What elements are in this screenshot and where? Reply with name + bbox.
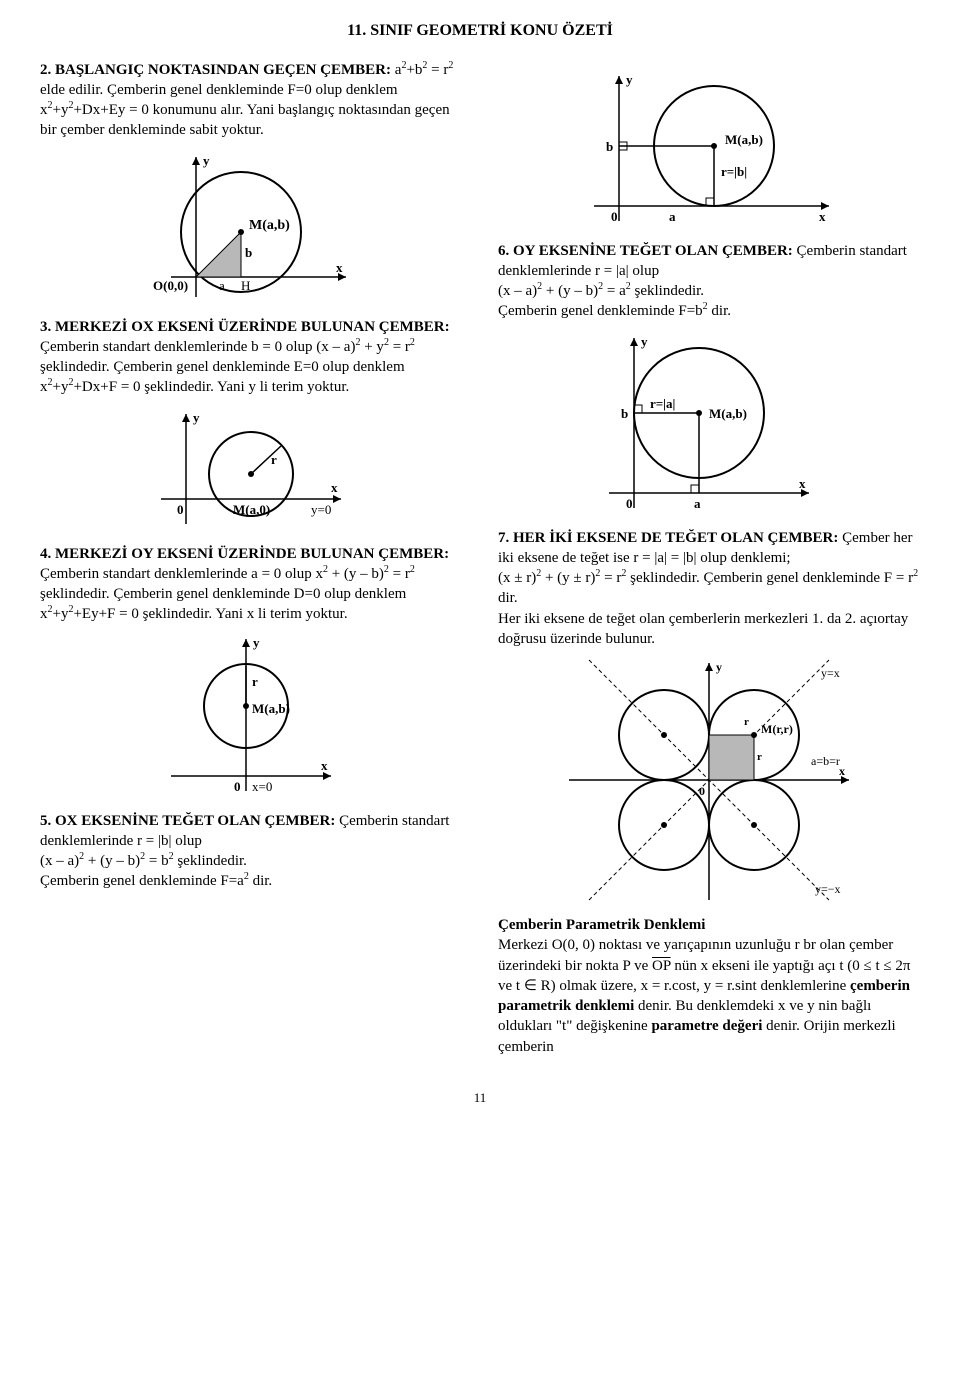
section-2: 2. BAŞLANGIÇ NOKTASINDAN GEÇEN ÇEMBER: a…: [40, 60, 462, 141]
svg-text:M(r,r): M(r,r): [761, 722, 793, 736]
item-head: HER İKİ EKSENE DE TEĞET OLAN ÇEMBER:: [513, 530, 838, 546]
svg-text:y=x: y=x: [821, 666, 840, 680]
text: (x ± r)2 + (y ± r)2 = r2 şeklindedir. Çe…: [498, 570, 918, 606]
svg-text:y: y: [193, 410, 200, 425]
svg-text:b: b: [245, 245, 252, 260]
svg-text:M(a,b): M(a,b): [249, 218, 290, 233]
text: (x – a)2 + (y – b)2 = a2 şeklindedir.: [498, 283, 704, 299]
item-head: BAŞLANGIÇ NOKTASINDAN GEÇEN ÇEMBER:: [55, 62, 391, 78]
page-number: 11: [40, 1089, 920, 1107]
svg-text:r: r: [757, 751, 762, 763]
left-column: 2. BAŞLANGIÇ NOKTASINDAN GEÇEN ÇEMBER: a…: [40, 60, 462, 1061]
svg-text:a: a: [219, 278, 225, 293]
svg-text:x: x: [336, 260, 343, 275]
figure-origin-circle: M(a,b) b O(0,0) a H x y: [141, 147, 361, 307]
text: Her iki eksene de teğet olan çemberlerin…: [498, 611, 908, 647]
page-title: 11. SINIF GEOMETRİ KONU ÖZETİ: [40, 20, 920, 42]
svg-text:y: y: [626, 72, 633, 87]
svg-text:b: b: [621, 406, 628, 421]
svg-text:y=−x: y=−x: [815, 882, 841, 896]
svg-text:y: y: [716, 660, 722, 674]
svg-text:r: r: [271, 452, 277, 467]
figure-oy-center: r M(a,b) 0 x x=0 y: [156, 631, 346, 801]
svg-text:x: x: [321, 758, 328, 773]
svg-text:r=|b|: r=|b|: [721, 164, 747, 179]
text: Çemberin genel denkleminde F=b2 dir.: [498, 303, 731, 319]
svg-text:x: x: [839, 764, 845, 778]
svg-text:0: 0: [611, 209, 618, 224]
item-number: 5.: [40, 813, 51, 829]
svg-text:0: 0: [699, 784, 705, 798]
svg-text:M(a,b): M(a,b): [709, 406, 747, 421]
svg-text:M(a,b): M(a,b): [725, 132, 763, 147]
svg-text:a: a: [669, 209, 676, 224]
item-number: 2.: [40, 62, 51, 78]
svg-text:r: r: [744, 716, 749, 728]
section-4: 4. MERKEZİ OY EKSENİ ÜZERİNDE BULUNAN ÇE…: [40, 544, 462, 625]
section-7: 7. HER İKİ EKSENE DE TEĞET OLAN ÇEMBER: …: [498, 528, 920, 650]
svg-text:y: y: [203, 153, 210, 168]
section-6: 6. OY EKSENİNE TEĞET OLAN ÇEMBER: Çember…: [498, 241, 920, 322]
svg-text:0: 0: [177, 502, 184, 517]
svg-text:y: y: [641, 334, 648, 349]
svg-text:M(a,b): M(a,b): [252, 701, 290, 716]
svg-text:x: x: [799, 476, 806, 491]
text: (x – a)2 + (y – b)2 = b2 şeklindedir.: [40, 853, 247, 869]
svg-text:r: r: [252, 674, 258, 689]
parametric-title: Çemberin Parametrik Denklemi: [498, 917, 705, 933]
text: Çemberin genel denkleminde F=a2 dir.: [40, 873, 272, 889]
section-5: 5. OX EKSENİNE TEĞET OLAN ÇEMBER: Çember…: [40, 811, 462, 892]
figure-both-tangent: M(r,r) r r 0 x y y=x y=−x a=b=r: [559, 655, 859, 905]
content-columns: 2. BAŞLANGIÇ NOKTASINDAN GEÇEN ÇEMBER: a…: [40, 60, 920, 1061]
item-number: 3.: [40, 319, 51, 335]
svg-text:a=b=r: a=b=r: [811, 754, 840, 768]
svg-text:b: b: [606, 139, 613, 154]
text: Çemberin standart denklemlerinde a = 0 o…: [40, 566, 415, 623]
item-number: 6.: [498, 243, 509, 259]
svg-text:y: y: [253, 635, 260, 650]
item-number: 7.: [498, 530, 509, 546]
item-head: MERKEZİ OY EKSENİ ÜZERİNDE BULUNAN ÇEMBE…: [55, 546, 449, 562]
figure-ox-tangent: M(a,b) r=|b| b 0 a x y: [579, 66, 839, 231]
svg-text:r=|a|: r=|a|: [650, 396, 675, 411]
section-3: 3. MERKEZİ OX EKSENİ ÜZERİNDE BULUNAN ÇE…: [40, 317, 462, 398]
right-column: M(a,b) r=|b| b 0 a x y 6. OY EKSENİNE TE…: [498, 60, 920, 1061]
svg-text:H: H: [241, 278, 250, 293]
svg-text:y=0: y=0: [311, 502, 331, 517]
svg-text:0: 0: [234, 779, 241, 794]
parametric-section: Çemberin Parametrik Denklemi Merkezi O(0…: [498, 915, 920, 1057]
svg-text:x: x: [819, 209, 826, 224]
svg-text:x: x: [331, 480, 338, 495]
svg-text:0: 0: [626, 496, 633, 511]
item-head: OY EKSENİNE TEĞET OLAN ÇEMBER:: [513, 243, 793, 259]
svg-text:O(0,0): O(0,0): [153, 278, 188, 293]
item-number: 4.: [40, 546, 51, 562]
figure-ox-center: r M(a,0) 0 x y=0 y: [141, 404, 361, 534]
svg-text:x=0: x=0: [252, 779, 272, 794]
text: Merkezi O(0, 0) noktası ve yarıçapının u…: [498, 937, 910, 1054]
text: Çemberin standart denklemlerinde b = 0 o…: [40, 339, 415, 396]
figure-oy-tangent: M(a,b) r=|a| b 0 a x y: [594, 328, 824, 518]
svg-text:M(a,0): M(a,0): [233, 502, 270, 517]
item-head: MERKEZİ OX EKSENİ ÜZERİNDE BULUNAN ÇEMBE…: [55, 319, 450, 335]
svg-text:a: a: [694, 496, 701, 511]
item-head: OX EKSENİNE TEĞET OLAN ÇEMBER:: [55, 813, 335, 829]
